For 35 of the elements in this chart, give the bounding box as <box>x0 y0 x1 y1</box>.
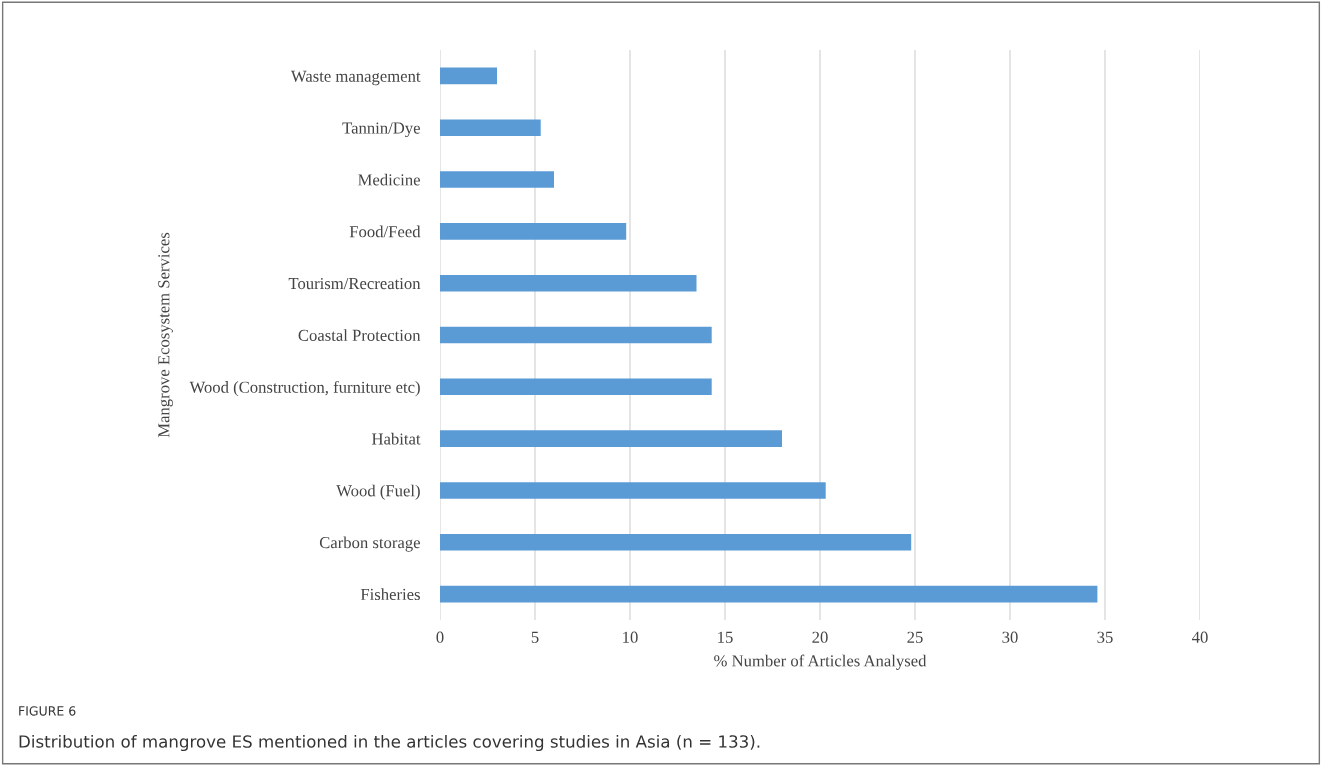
caption: FIGURE 6 <box>19 706 76 716</box>
y-tick-label: Food/Feed <box>349 225 421 238</box>
x-axis-title: % Number of Articles Analysed <box>714 654 927 670</box>
y-axis-title: Mangrove Ecosystem Services <box>158 232 173 438</box>
y-tick-label: Waste management <box>290 70 421 86</box>
x-tick-label: 5 <box>531 631 539 643</box>
y-tick-label: Habitat <box>371 432 421 445</box>
bar <box>440 326 712 344</box>
x-tick-label: 15 <box>718 631 733 643</box>
text: Distribution of mangrove ES mentioned in the articles covering studies in Asia (n = 133). <box>19 734 760 752</box>
y-tick-label: Coastal Protection <box>298 329 421 341</box>
bar <box>440 67 497 85</box>
x-tick-label: 40 <box>1191 631 1208 643</box>
bar <box>440 585 1098 603</box>
y-tick-label: Wood (Construction, furniture etc) <box>189 380 420 397</box>
y-tick-label: Medicine <box>358 173 420 186</box>
y-tick-label: Fisheries <box>360 588 420 601</box>
bar <box>440 171 554 188</box>
bar <box>440 223 627 240</box>
bar <box>440 274 697 292</box>
x-tick-label: 0 <box>436 631 444 643</box>
bar <box>440 378 712 396</box>
bar <box>440 533 912 551</box>
y-tick-label: Carbon storage <box>319 536 420 552</box>
x-tick-label: 25 <box>907 631 923 643</box>
x-tick-label: 10 <box>623 631 638 643</box>
x-tick-label: 30 <box>1002 631 1018 643</box>
y-tick-label: Wood (Fuel) <box>336 484 420 500</box>
bar <box>440 430 782 447</box>
y-tick-label: Tannin/Dye <box>342 122 420 138</box>
x-tick-label: 35 <box>1097 631 1113 643</box>
y-tick-label: Tourism/Recreation <box>288 277 421 290</box>
x-tick-label: 20 <box>812 631 828 643</box>
bar <box>440 119 541 137</box>
bar <box>440 482 826 499</box>
